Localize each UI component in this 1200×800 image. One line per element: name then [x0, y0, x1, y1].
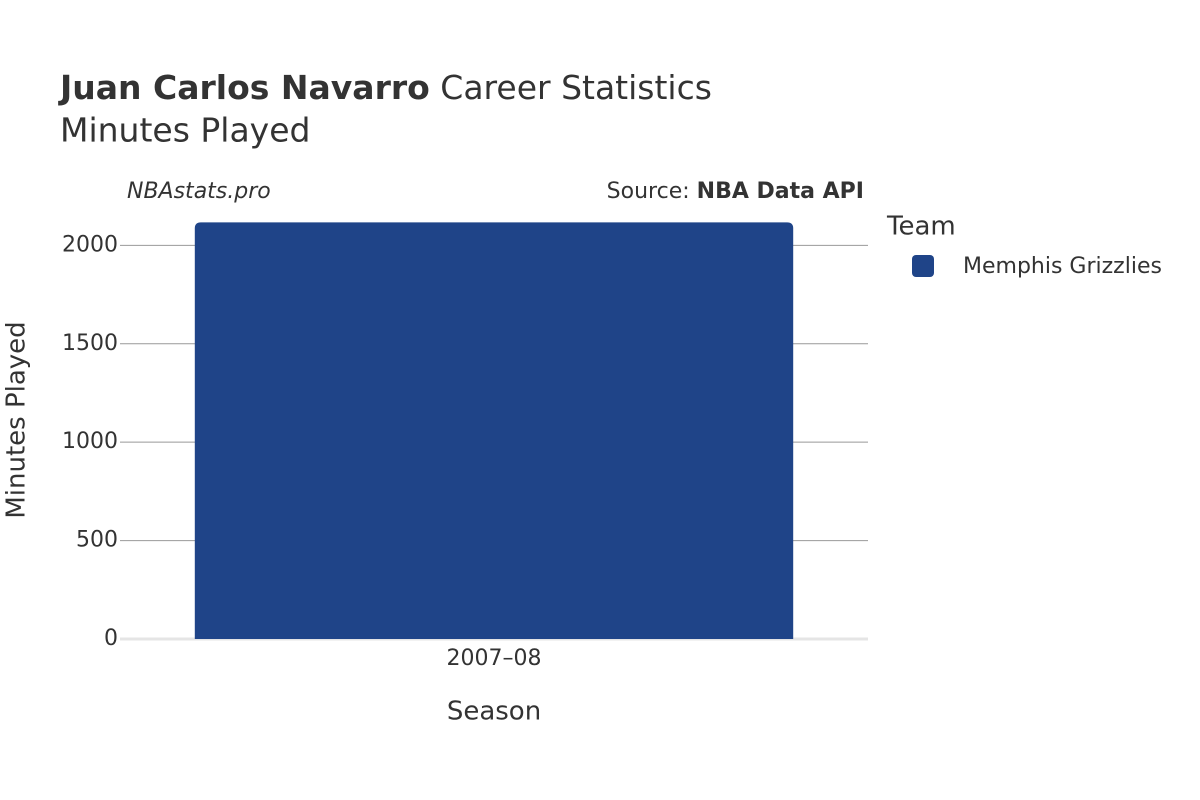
y-axis-title: Minutes Played [2, 321, 32, 518]
y-tick-label: 1000 [62, 429, 118, 454]
chart-title: Juan Carlos Navarro Career Statistics [58, 68, 712, 107]
title-suffix: Career Statistics [440, 68, 712, 107]
legend-swatch [912, 255, 934, 277]
y-tick-label: 0 [104, 626, 118, 651]
y-tick-label: 1500 [62, 331, 118, 356]
y-tick-label: 500 [76, 528, 118, 553]
source: Source: NBA Data API [607, 179, 864, 204]
legend-title: Team [886, 212, 956, 242]
x-tick-label: 2007–08 [447, 646, 542, 671]
bar [194, 222, 794, 639]
x-axis-title: Season [447, 697, 541, 727]
y-tick-label: 2000 [62, 232, 118, 257]
legend-label: Memphis Grizzlies [963, 254, 1162, 279]
player-name: Juan Carlos Navarro [58, 68, 430, 107]
watermark: NBAstats.pro [127, 179, 271, 204]
chart-subtitle: Minutes Played [60, 111, 310, 150]
source-prefix: Source: [607, 179, 690, 204]
source-name: NBA Data API [697, 179, 864, 204]
